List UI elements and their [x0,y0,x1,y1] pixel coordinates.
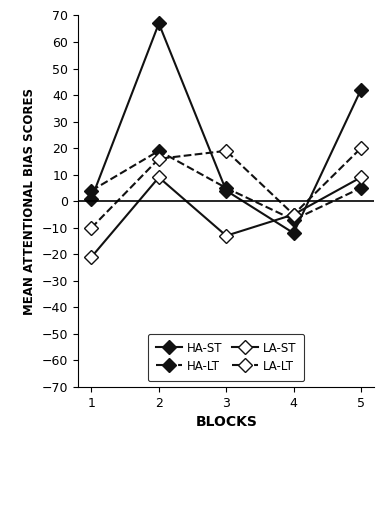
X-axis label: BLOCKS: BLOCKS [195,415,257,429]
HA-LT [156,148,161,154]
HA-LT [89,187,94,194]
LA-ST [291,212,296,218]
HA-LT [224,185,229,191]
HA-ST [224,187,229,194]
Legend: HA-ST, HA-LT, LA-ST, LA-LT: HA-ST, HA-LT, LA-ST, LA-LT [148,334,304,381]
LA-LT [358,145,363,151]
LA-LT [291,212,296,218]
HA-ST [156,20,161,26]
LA-LT [156,156,161,162]
Line: LA-ST: LA-ST [87,172,366,262]
Y-axis label: MEAN ATTENTIONAL BIAS SCORES: MEAN ATTENTIONAL BIAS SCORES [23,88,36,315]
Line: LA-LT: LA-LT [87,143,366,233]
Line: HA-ST: HA-ST [87,19,366,238]
LA-LT [224,148,229,154]
Line: HA-LT: HA-LT [87,146,366,224]
LA-ST [89,254,94,260]
LA-ST [224,233,229,239]
HA-ST [291,230,296,236]
HA-LT [358,185,363,191]
LA-ST [156,174,161,181]
LA-ST [358,174,363,181]
HA-LT [291,217,296,223]
HA-ST [89,196,94,202]
HA-ST [358,87,363,93]
LA-LT [89,224,94,231]
